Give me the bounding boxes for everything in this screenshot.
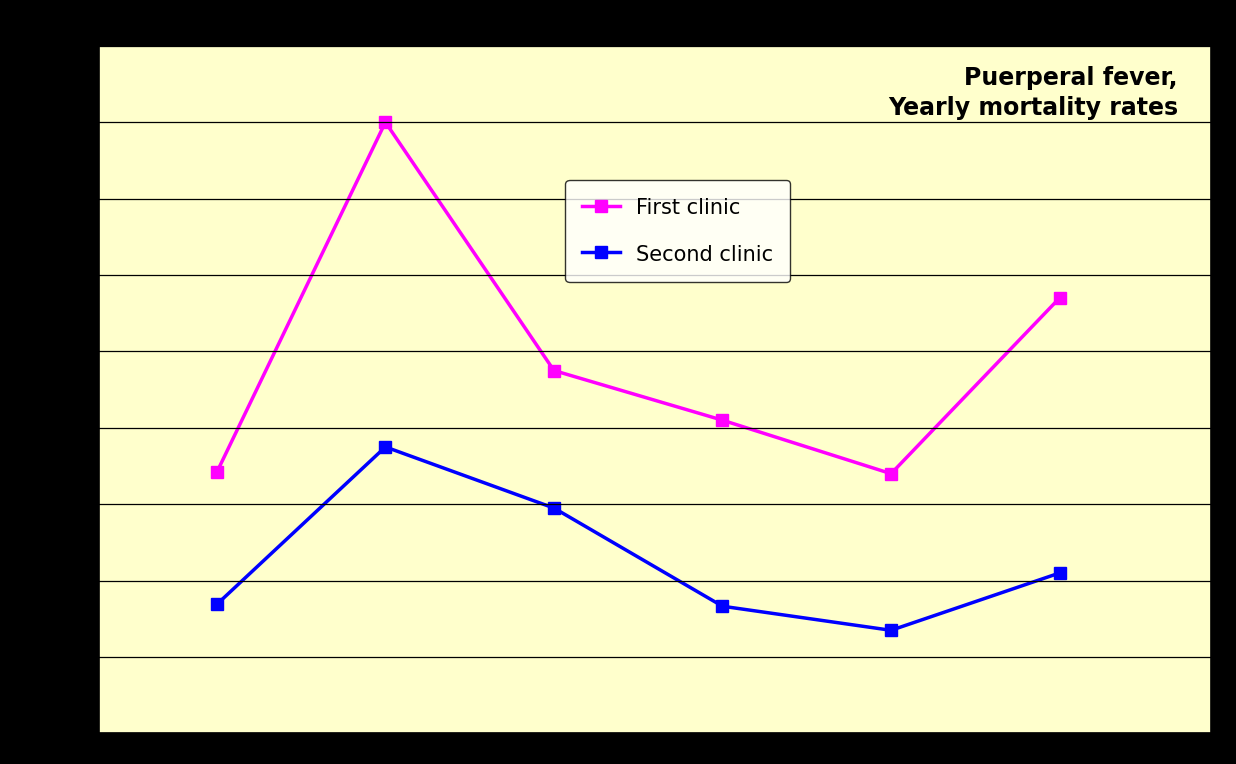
Second clinic [378, 442, 393, 452]
Second clinic [1052, 568, 1067, 578]
First clinic [546, 366, 561, 375]
Line: First clinic: First clinic [211, 117, 1065, 479]
First clinic [884, 469, 899, 478]
First clinic [209, 468, 224, 477]
Second clinic [546, 503, 561, 513]
First clinic [716, 416, 730, 425]
Legend: First clinic, Second clinic: First clinic, Second clinic [565, 180, 790, 282]
Text: Puerperal fever,
Yearly mortality rates: Puerperal fever, Yearly mortality rates [887, 66, 1178, 120]
Line: Second clinic: Second clinic [211, 442, 1065, 636]
Second clinic [716, 602, 730, 611]
Second clinic [209, 600, 224, 609]
First clinic [1052, 293, 1067, 303]
Second clinic [884, 626, 899, 635]
First clinic [378, 118, 393, 127]
